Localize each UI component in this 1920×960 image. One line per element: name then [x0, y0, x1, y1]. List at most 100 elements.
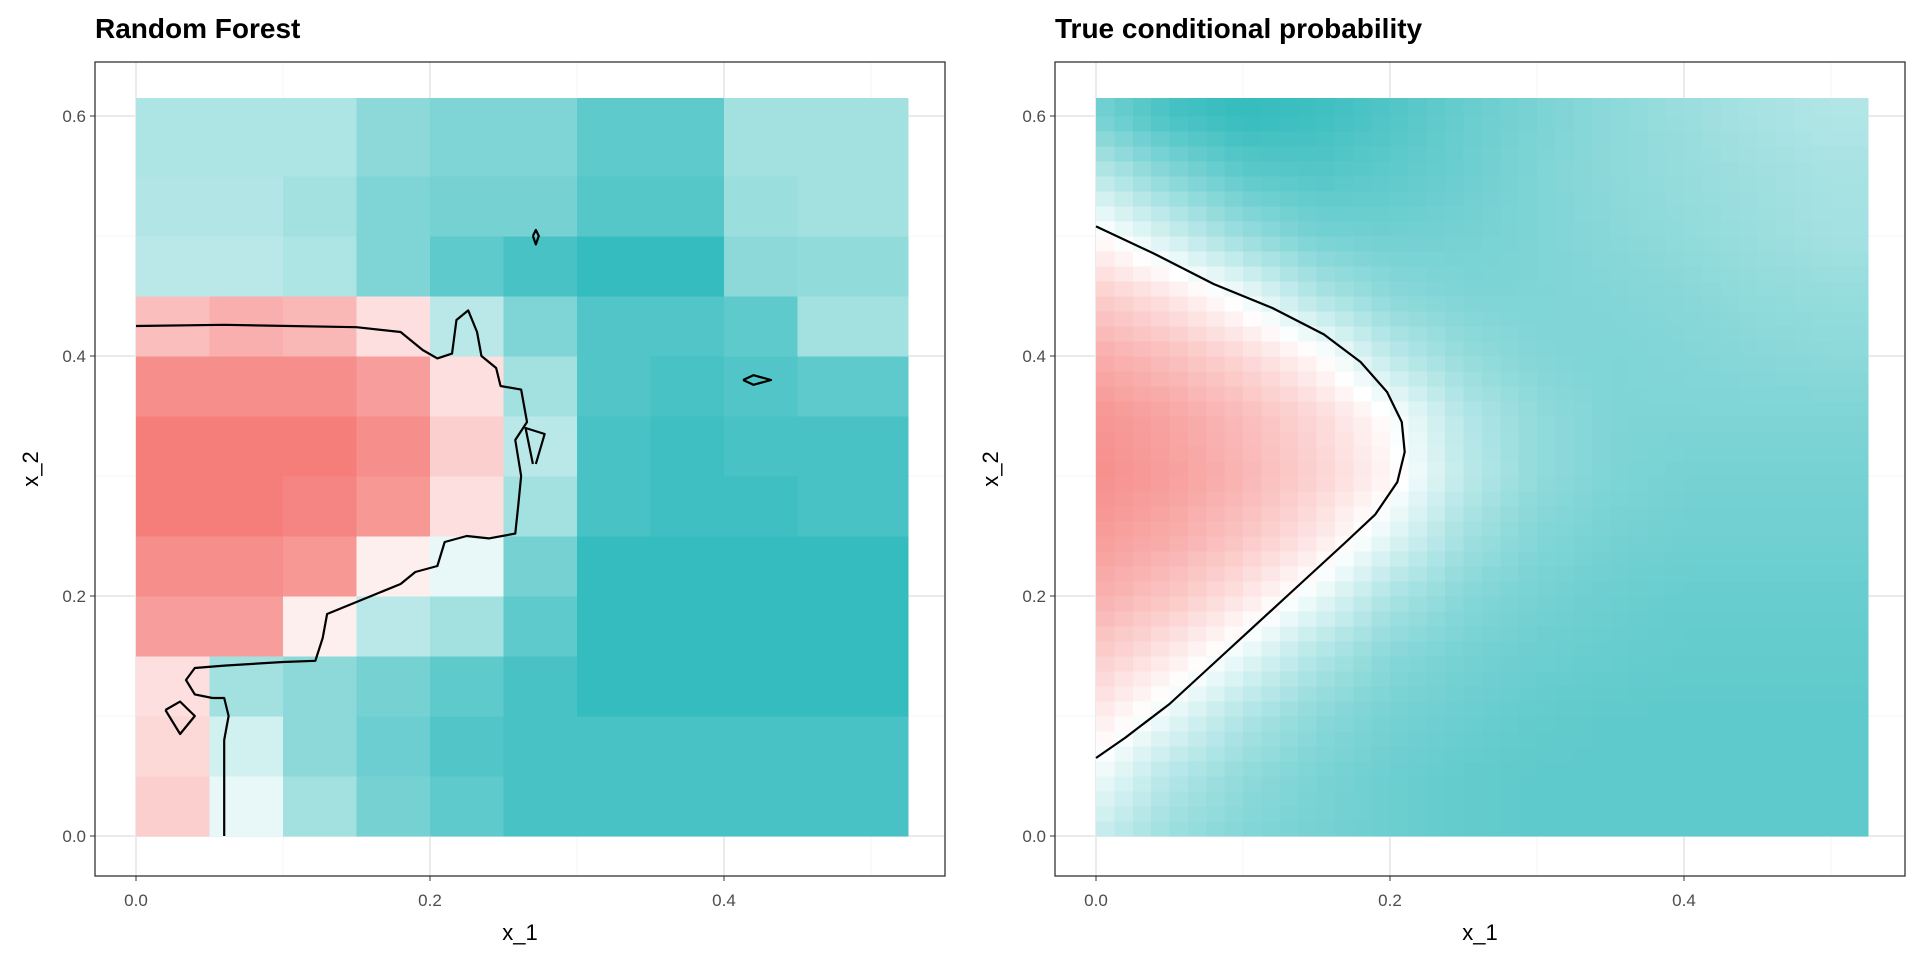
heatmap-cell	[1573, 356, 1593, 372]
heatmap-cell	[1555, 746, 1575, 762]
heatmap-cell	[1169, 521, 1189, 537]
heatmap-cell	[1298, 461, 1317, 477]
heatmap-cell	[1684, 326, 1703, 342]
heatmap-cell	[1353, 611, 1373, 627]
heatmap-cell	[1573, 671, 1593, 687]
heatmap-cell	[1243, 251, 1262, 267]
heatmap-cell	[1151, 596, 1170, 612]
heatmap-cell	[1408, 311, 1428, 327]
heatmap-cell	[1794, 581, 1814, 597]
heatmap-cell	[1500, 761, 1520, 777]
heatmap-cell	[724, 296, 798, 357]
heatmap-cell	[1279, 131, 1299, 147]
heatmap-cell	[1739, 431, 1758, 447]
heatmap-cell	[1243, 446, 1262, 462]
heatmap-cell	[1849, 581, 1869, 597]
heatmap-cell	[797, 776, 872, 837]
heatmap-cell	[1151, 401, 1170, 417]
heatmap-cell	[1132, 536, 1152, 552]
heatmap-cell	[1720, 701, 1740, 717]
heatmap-cell	[1390, 296, 1409, 312]
heatmap-cell	[1665, 191, 1685, 207]
x-tick-label: 0.0	[1084, 891, 1108, 910]
heatmap-cell	[724, 236, 798, 297]
heatmap-cell	[1647, 116, 1667, 132]
heatmap-cell	[1573, 281, 1593, 297]
heatmap-cell	[1426, 491, 1446, 507]
heatmap-cell	[430, 176, 504, 237]
heatmap-cell	[1849, 98, 1869, 102]
heatmap-cell	[209, 176, 284, 237]
heatmap-cell	[1187, 596, 1207, 612]
heatmap-cell	[1537, 551, 1556, 567]
y-tick-label: 0.0	[1022, 827, 1046, 846]
heatmap-cell	[1261, 386, 1281, 402]
heatmap-cell	[1132, 281, 1152, 297]
heatmap-cell	[1390, 611, 1409, 627]
heatmap-cell	[1610, 731, 1630, 747]
heatmap-cell	[1757, 821, 1777, 837]
heatmap-cell	[1794, 146, 1814, 162]
heatmap-cell	[1720, 611, 1740, 627]
heatmap-cell	[1481, 416, 1501, 432]
x-tick-label: 0.0	[124, 891, 148, 910]
heatmap-cell	[1628, 131, 1648, 147]
heatmap-cell	[1849, 116, 1869, 132]
heatmap-cell	[577, 596, 651, 657]
heatmap-cell	[1187, 116, 1207, 132]
heatmap-cell	[1224, 701, 1244, 717]
heatmap-cell	[1132, 641, 1152, 657]
heatmap-cell	[1684, 161, 1703, 177]
heatmap-cell	[1408, 101, 1428, 117]
heatmap-cell	[1463, 611, 1483, 627]
heatmap-cell	[1390, 191, 1409, 207]
heatmap-cell	[1371, 716, 1391, 732]
heatmap-cell	[1518, 626, 1538, 642]
heatmap-cell	[1794, 266, 1814, 282]
heatmap-cell	[1665, 311, 1685, 327]
heatmap-cell	[1794, 371, 1814, 387]
heatmap-cell	[1114, 521, 1134, 537]
heatmap-cell	[1298, 521, 1317, 537]
heatmap-cell	[1684, 176, 1703, 192]
heatmap-cell	[1831, 671, 1850, 687]
heatmap-cell	[1316, 311, 1336, 327]
heatmap-cell	[797, 416, 872, 477]
heatmap-cell	[1794, 311, 1814, 327]
heatmap-cell	[1151, 536, 1170, 552]
heatmap-cell	[1592, 686, 1611, 702]
heatmap-cell	[1426, 266, 1446, 282]
contour-line	[135, 309, 529, 836]
heatmap-cell	[1573, 806, 1593, 822]
heatmap-cell	[1224, 461, 1244, 477]
heatmap-cell	[1592, 746, 1611, 762]
heatmap-cell	[1555, 551, 1575, 567]
heatmap-cell	[1132, 581, 1152, 597]
heatmap-cell	[1096, 731, 1115, 747]
heatmap-cell	[1132, 116, 1152, 132]
heatmap-cell	[1500, 806, 1520, 822]
heatmap-cell	[1573, 116, 1593, 132]
heatmap-cell	[1224, 176, 1244, 192]
heatmap-cell	[1445, 761, 1464, 777]
heatmap-cell	[1096, 251, 1115, 267]
chart-title: Random Forest	[95, 13, 300, 44]
heatmap-cell	[1665, 416, 1685, 432]
heatmap-cell	[1408, 371, 1428, 387]
heatmap-cell	[577, 236, 651, 297]
heatmap-cell	[1096, 536, 1115, 552]
heatmap-cell	[209, 236, 284, 297]
heatmap-cell	[1298, 251, 1317, 267]
heatmap-cell	[1151, 701, 1170, 717]
heatmap-cell	[1261, 98, 1281, 102]
heatmap-cell	[1628, 821, 1648, 837]
heatmap-cell	[1775, 821, 1795, 837]
heatmap-cell	[1096, 671, 1115, 687]
heatmap-cell	[1243, 551, 1262, 567]
heatmap-cell	[1831, 191, 1850, 207]
heatmap-cell	[1390, 431, 1409, 447]
heatmap-cell	[1261, 221, 1281, 237]
heatmap-cell	[1353, 566, 1373, 582]
heatmap-cell	[1757, 431, 1777, 447]
heatmap-cell	[1224, 566, 1244, 582]
